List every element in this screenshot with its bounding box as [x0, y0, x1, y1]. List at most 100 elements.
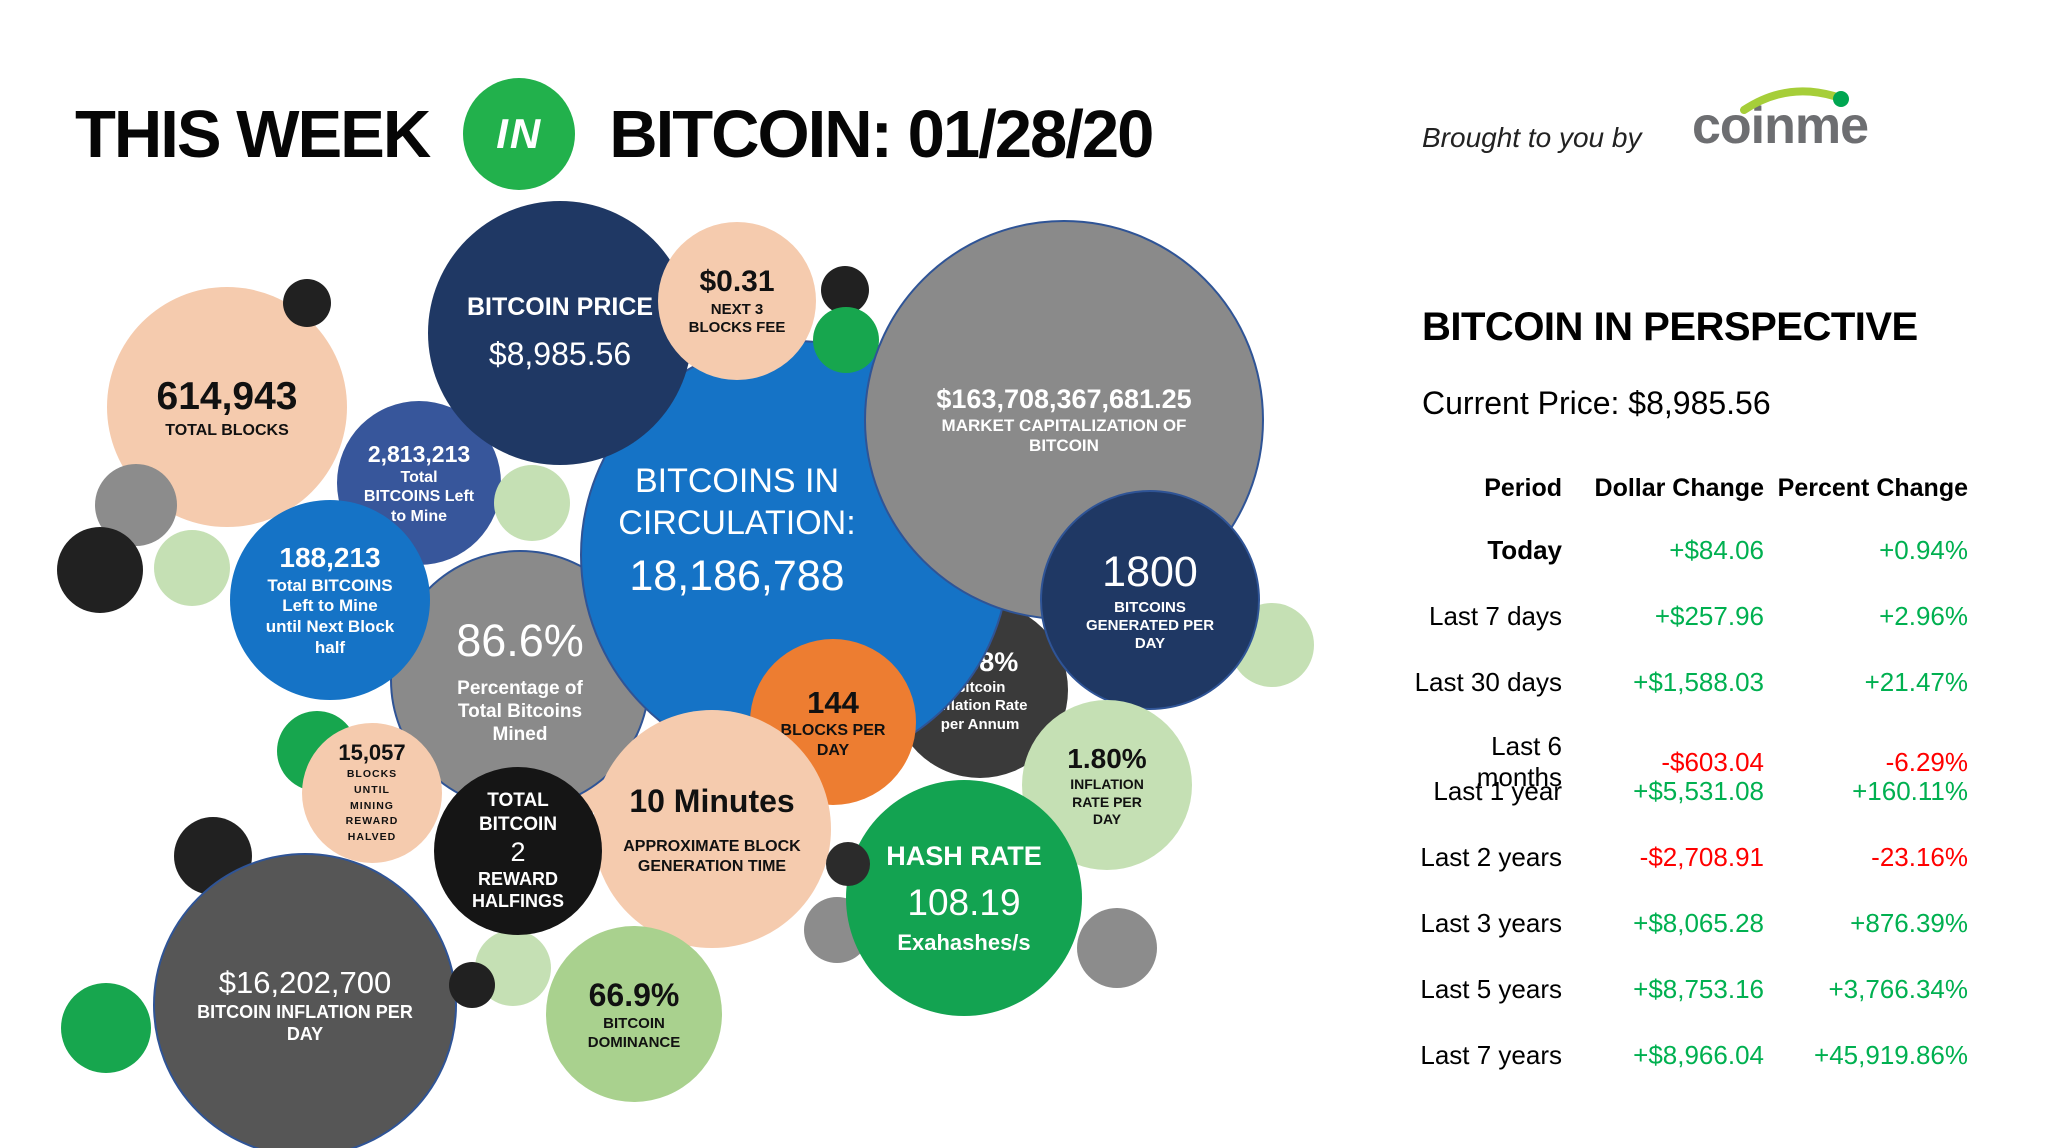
inflation-day-usd-value: $16,202,700 — [218, 965, 392, 1001]
hash-rate-value: 108.19 — [907, 882, 1021, 924]
title-part2: BITCOIN: 01/28/20 — [609, 96, 1154, 172]
row-percent: -6.29% — [1885, 746, 1968, 777]
table-row: Last 3 years +$8,065.28 +876.39% — [1400, 906, 1968, 940]
dominance-label-1: BITCOIN — [603, 1015, 665, 1033]
pct-mined-label-3: Mined — [492, 724, 548, 746]
left-until-halving-label-2: Left to Mine — [282, 596, 378, 616]
reward-halvings-label-1: TOTAL — [487, 790, 549, 812]
row-dollar: +$1,588.03 — [1633, 666, 1764, 697]
row-percent: +2.96% — [1879, 600, 1968, 631]
row-period: Last 3 years — [1420, 907, 1562, 938]
row-period: Last 6 months — [1476, 731, 1562, 792]
decor-black-circle-6 — [449, 962, 495, 1008]
block-time-value: 10 Minutes — [629, 782, 795, 819]
left-until-halving-value: 188,213 — [279, 542, 381, 574]
blocks-per-day-value: 144 — [807, 684, 859, 720]
table-header: Period Dollar Change Percent Change — [1400, 471, 1968, 505]
pct-mined-label-2: Total Bitcoins — [457, 700, 583, 722]
decor-black-circle-4 — [826, 842, 870, 886]
blocks-until-halved-label-2: UNTIL — [354, 783, 390, 796]
current-price: Current Price: $8,985.56 — [1422, 385, 1771, 421]
inflation-annum-label-3: per Annum — [940, 715, 1020, 733]
generated-per-day-label-2: GENERATED PER — [1085, 617, 1215, 635]
pct-mined-label-1: Percentage of — [457, 677, 583, 699]
inflation-annum-label-2: Inflation Rate — [932, 697, 1028, 715]
row-percent: +0.94% — [1879, 534, 1968, 565]
bubble-inflation-day-pct: 1.80% INFLATION RATE PER DAY — [1022, 700, 1192, 870]
inflation-day-pct-label-2: RATE PER — [1072, 793, 1142, 810]
hash-rate-unit: Exahashes/s — [897, 929, 1031, 955]
table-row: Last 1 year +$5,531.08 +160.11% — [1400, 774, 1968, 808]
market-cap-value: $163,708,367,681.25 — [936, 383, 1192, 414]
left-until-halving-label-3: until Next Block — [265, 617, 395, 637]
left-to-mine-value: 2,813,213 — [367, 440, 471, 467]
decor-black-circle-1 — [283, 279, 331, 327]
row-percent: +45,919.86% — [1814, 1039, 1968, 1070]
decor-black-circle-3 — [821, 266, 869, 314]
bubble-left-to-mine: 2,813,213 Total BITCOINS Left to Mine — [337, 401, 501, 565]
bubble-dominance: 66.9% BITCOIN DOMINANCE — [546, 926, 722, 1102]
row-period: Last 1 year — [1433, 775, 1562, 806]
row-dollar: +$5,531.08 — [1633, 775, 1764, 806]
reward-halvings-label-4: HALFINGS — [472, 890, 564, 911]
dominance-label-2: DOMINANCE — [587, 1033, 681, 1051]
row-period: Last 30 days — [1414, 666, 1562, 697]
market-cap-label-1: MARKET CAPITALIZATION OF — [941, 415, 1187, 435]
row-period: Today — [1487, 534, 1562, 565]
blocks-until-halved-value: 15,057 — [338, 740, 406, 766]
bitcoin-price-label: BITCOIN PRICE — [466, 293, 654, 322]
bubble-blocks-until-halved: 15,057 BLOCKS UNTIL MINING REWARD HALVED — [302, 723, 442, 863]
bubble-bitcoin-price: BITCOIN PRICE $8,985.56 — [428, 201, 692, 465]
market-cap-label-2: BITCOIN — [1029, 436, 1099, 456]
circulation-label-1: BITCOINS IN — [634, 462, 840, 501]
table-row: Last 6 months -$603.04 -6.29% — [1400, 731, 1968, 792]
inflation-day-pct-label-3: DAY — [1092, 810, 1122, 827]
block-time-label-2: GENERATION TIME — [637, 857, 787, 875]
table-row: Last 30 days +$1,588.03 +21.47% — [1400, 665, 1968, 699]
table-row: Last 2 years -$2,708.91 -23.16% — [1400, 840, 1968, 874]
attribution-text: Brought to you by — [1422, 122, 1642, 153]
row-dollar: -$2,708.91 — [1639, 841, 1764, 872]
next-blocks-fee-value: $0.31 — [699, 265, 775, 299]
row-period: Last 5 years — [1420, 973, 1562, 1004]
decor-gray-circle-2 — [1077, 908, 1157, 988]
bubble-next-blocks-fee: $0.31 NEXT 3 BLOCKS FEE — [658, 222, 816, 380]
row-percent: +21.47% — [1864, 666, 1968, 697]
table-row: Last 7 years +$8,966.04 +45,919.86% — [1400, 1038, 1968, 1072]
col-dollar-change: Dollar Change — [1594, 473, 1764, 502]
left-until-halving-label-4: half — [314, 637, 346, 657]
dominance-value: 66.9% — [588, 977, 680, 1014]
reward-halvings-label-2: BITCOIN — [478, 813, 558, 835]
generated-per-day-label-3: DAY — [1134, 635, 1166, 653]
reward-halvings-value: 2 — [510, 836, 526, 867]
bubble-reward-halvings: TOTAL BITCOIN 2 REWARD HALFINGS — [434, 767, 602, 935]
row-period: Last 7 days — [1429, 600, 1562, 631]
pct-mined-value: 86.6% — [456, 614, 584, 666]
table-row: Today +$84.06 +0.94% — [1400, 533, 1968, 567]
generated-per-day-label-1: BITCOINS — [1114, 598, 1186, 616]
row-period: Last 2 years — [1420, 841, 1562, 872]
row-percent: +3,766.34% — [1828, 973, 1968, 1004]
next-blocks-fee-label-1: NEXT 3 — [710, 301, 764, 318]
row-dollar: +$257.96 — [1654, 600, 1764, 631]
bubble-hash-rate: HASH RATE 108.19 Exahashes/s — [846, 780, 1082, 1016]
bubble-generated-per-day: 1800 BITCOINS GENERATED PER DAY — [1040, 490, 1260, 710]
row-dollar: -$603.04 — [1661, 746, 1764, 777]
inflation-day-usd-label-2: DAY — [286, 1023, 324, 1044]
left-until-halving-label-1: Total BITCOINS — [267, 575, 393, 595]
row-percent: +160.11% — [1852, 775, 1968, 806]
total-blocks-label: TOTAL BLOCKS — [165, 422, 289, 440]
row-dollar: +$8,753.16 — [1633, 973, 1764, 1004]
row-period: Last 7 years — [1420, 1039, 1562, 1070]
circulation-label-2: CIRCULATION: — [618, 503, 856, 542]
bubble-inflation-day-usd: $16,202,700 BITCOIN INFLATION PER DAY — [153, 853, 457, 1148]
blocks-until-halved-label-4: REWARD — [345, 815, 399, 828]
bitcoin-price-value: $8,985.56 — [488, 335, 632, 372]
inflation-day-pct-label-1: INFLATION — [1070, 776, 1144, 793]
decor-black-circle-2 — [57, 527, 143, 613]
title-part1: THIS WEEK — [75, 96, 431, 172]
blocks-until-halved-label-1: BLOCKS — [346, 768, 398, 781]
bubble-block-time: 10 Minutes APPROXIMATE BLOCK GENERATION … — [593, 710, 831, 948]
row-percent: +876.39% — [1850, 907, 1968, 938]
bubble-blocks-per-day: 144 BLOCKS PER DAY — [750, 639, 916, 805]
